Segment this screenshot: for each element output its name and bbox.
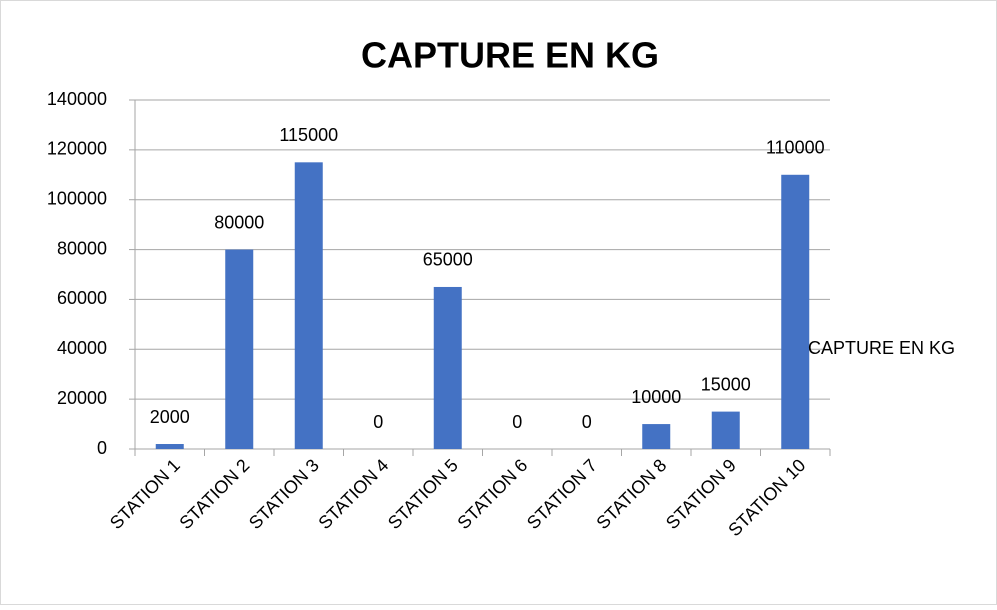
legend-entry: CAPTURE EN KG	[808, 338, 955, 358]
bar	[155, 444, 184, 449]
y-tick-label: 40000	[57, 338, 107, 358]
bar	[642, 424, 671, 449]
data-label: 80000	[214, 212, 264, 232]
data-label: 65000	[423, 250, 473, 270]
data-label: 10000	[631, 387, 681, 407]
y-tick-label: 0	[97, 438, 107, 458]
y-tick-label: 60000	[57, 288, 107, 308]
y-tick-label: 80000	[57, 238, 107, 258]
bar	[781, 174, 810, 450]
bar	[711, 411, 740, 449]
data-label: 0	[373, 412, 383, 432]
y-tick-label: 20000	[57, 388, 107, 408]
bar	[294, 162, 323, 450]
data-label: 110000	[766, 138, 825, 158]
data-label: 2000	[150, 407, 190, 427]
bar	[433, 286, 462, 449]
y-tick-label: 100000	[47, 188, 107, 208]
data-label: 0	[582, 412, 592, 432]
data-label: 0	[512, 412, 522, 432]
data-label: 15000	[701, 374, 751, 394]
data-label: 115000	[279, 125, 338, 145]
y-tick-label: 140000	[47, 89, 107, 109]
y-tick-label: 120000	[47, 139, 107, 159]
chart-title: CAPTURE EN KG	[361, 35, 659, 76]
bar	[225, 249, 254, 449]
